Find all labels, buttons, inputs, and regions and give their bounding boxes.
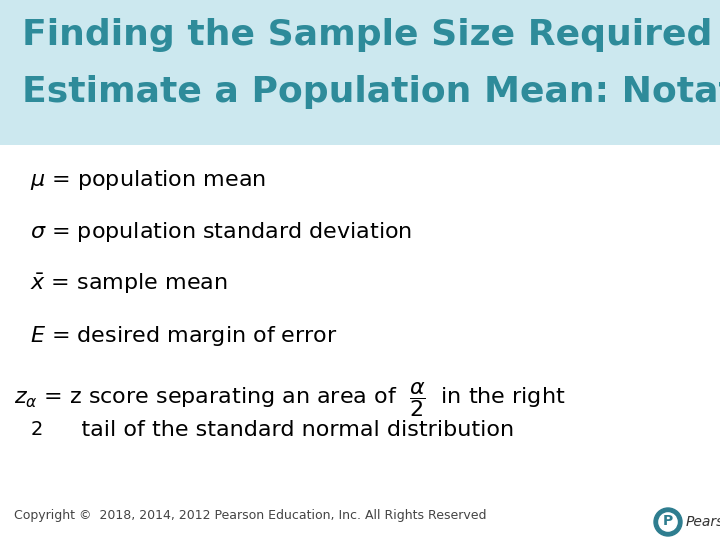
Text: $\mu$ = population mean: $\mu$ = population mean [30, 168, 266, 192]
Text: 2: 2 [31, 420, 43, 439]
Text: Copyright ©  2018, 2014, 2012 Pearson Education, Inc. All Rights Reserved: Copyright © 2018, 2014, 2012 Pearson Edu… [14, 509, 487, 522]
Circle shape [659, 513, 677, 531]
Text: $\mathit{E}$ = desired margin of error: $\mathit{E}$ = desired margin of error [30, 324, 338, 348]
Text: tail of the standard normal distribution: tail of the standard normal distribution [60, 420, 514, 440]
Text: $\sigma$ = population standard deviation: $\sigma$ = population standard deviation [30, 220, 412, 244]
Text: P: P [663, 514, 673, 528]
FancyBboxPatch shape [0, 0, 720, 145]
Text: $\bar{x}$ = sample mean: $\bar{x}$ = sample mean [30, 272, 228, 296]
Circle shape [654, 508, 682, 536]
Text: Finding the Sample Size Required to: Finding the Sample Size Required to [22, 18, 720, 52]
Text: $z_{\alpha}$ = z score separating an area of  $\dfrac{\alpha}{2}$  in the right: $z_{\alpha}$ = z score separating an are… [14, 380, 565, 419]
Text: Pearson: Pearson [686, 515, 720, 529]
Text: Estimate a Population Mean: Notation: Estimate a Population Mean: Notation [22, 75, 720, 109]
